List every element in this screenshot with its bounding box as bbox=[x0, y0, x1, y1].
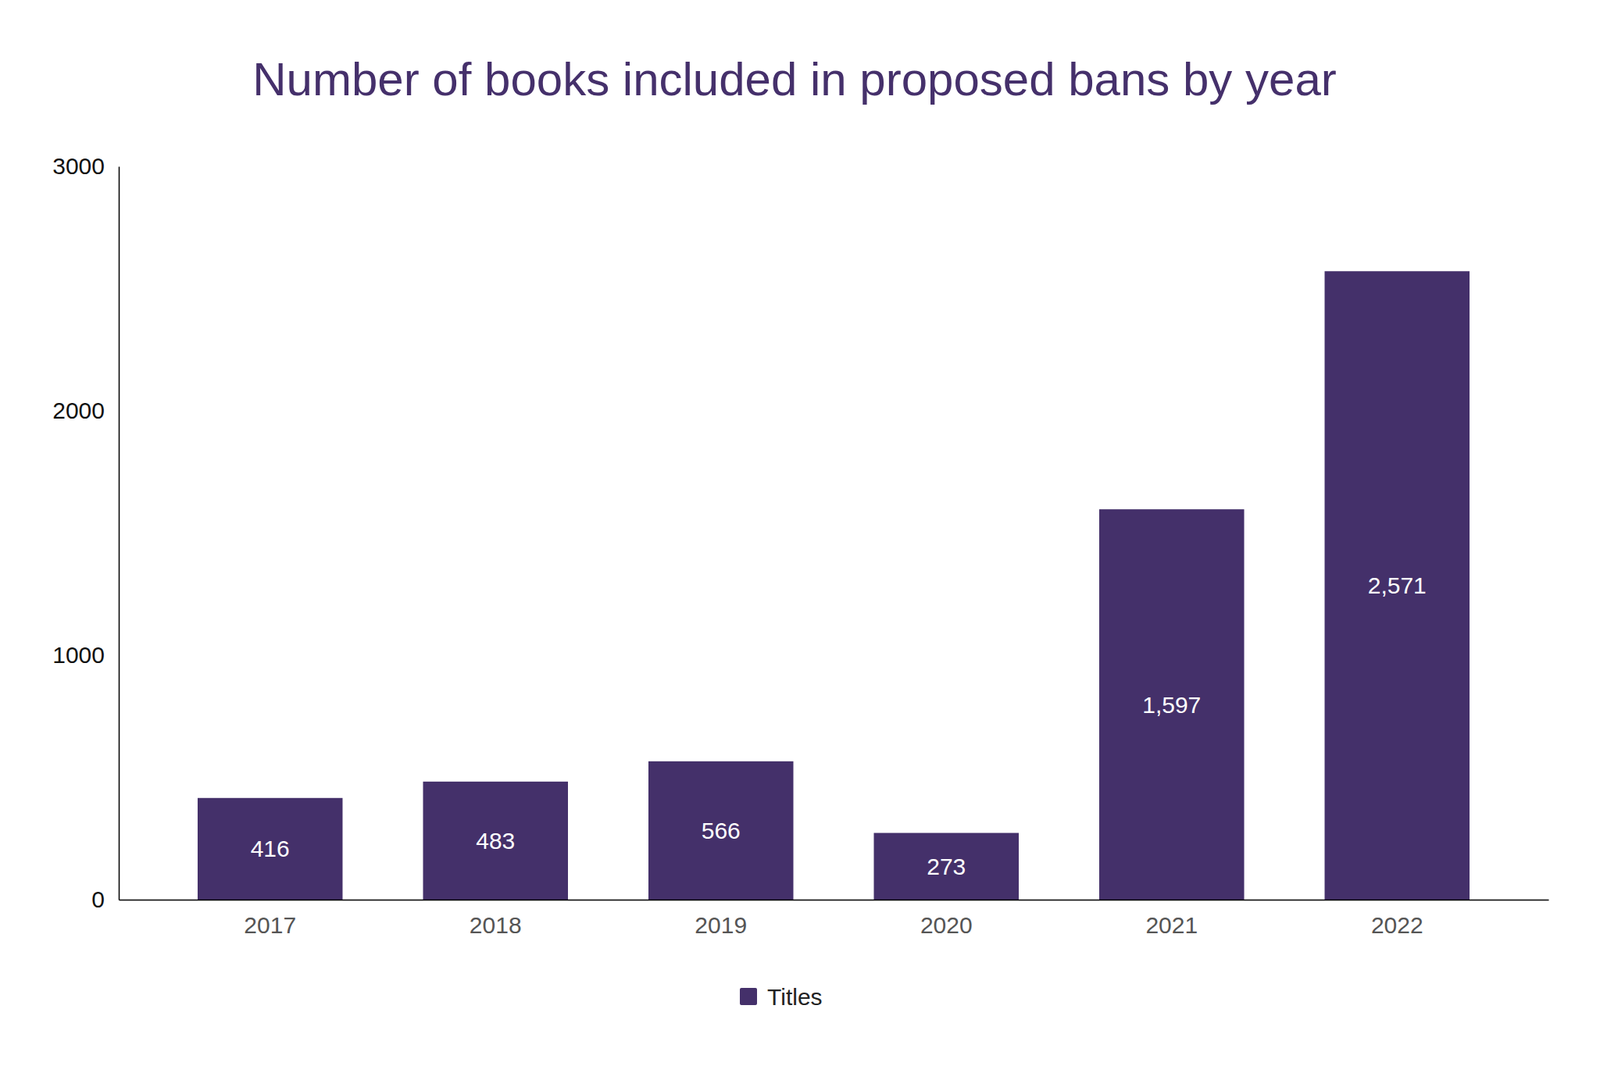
plot-area bbox=[197, 271, 1470, 900]
bar bbox=[197, 798, 343, 900]
x-tick-label: 2017 bbox=[243, 912, 297, 939]
data-label: 566 bbox=[701, 817, 741, 844]
y-axis: 0 1000 2000 3000 bbox=[52, 153, 119, 913]
x-tick: 2021 bbox=[1145, 900, 1198, 939]
data-labels: 416 483 566 273 1,597 2,571 bbox=[250, 572, 1427, 880]
x-tick: 2022 bbox=[1371, 900, 1424, 939]
y-tick: 1000 bbox=[52, 642, 119, 668]
y-tick-label: 2000 bbox=[52, 397, 105, 424]
x-tick-label: 2019 bbox=[694, 912, 747, 939]
x-tick-label: 2021 bbox=[1145, 912, 1198, 939]
data-label: 273 bbox=[926, 853, 966, 880]
bar bbox=[422, 782, 568, 900]
data-label: 1,597 bbox=[1142, 692, 1201, 718]
bar bbox=[1325, 271, 1471, 900]
data-label: 416 bbox=[250, 835, 290, 862]
legend-swatch bbox=[739, 988, 758, 1006]
x-axis-line bbox=[119, 900, 1550, 902]
x-tick-label: 2018 bbox=[469, 912, 522, 939]
y-axis-line bbox=[118, 167, 121, 901]
y-tick-label: 0 bbox=[91, 886, 105, 913]
x-tick: 2018 bbox=[469, 900, 522, 939]
x-tick: 2017 bbox=[243, 900, 297, 939]
x-tick-label: 2022 bbox=[1371, 912, 1424, 939]
y-tick: 3000 bbox=[52, 153, 119, 179]
y-tick: 0 bbox=[91, 886, 119, 913]
data-label: 483 bbox=[475, 828, 515, 854]
y-tick-label: 1000 bbox=[52, 642, 105, 668]
y-tick: 2000 bbox=[52, 397, 119, 424]
x-tick: 2020 bbox=[920, 900, 973, 939]
bar bbox=[648, 761, 794, 900]
legend: Titles bbox=[739, 984, 823, 1011]
chart: Number of books included in proposed ban… bbox=[0, 0, 1600, 1066]
title: Number of books included in proposed ban… bbox=[252, 53, 1337, 106]
legend-label: Titles bbox=[767, 984, 823, 1011]
x-tick: 2019 bbox=[694, 900, 747, 939]
y-tick-label: 3000 bbox=[52, 153, 105, 179]
x-axis: 2017 2018 2019 2020 2021 2022 bbox=[119, 900, 1550, 939]
x-tick-label: 2020 bbox=[920, 912, 973, 939]
bar bbox=[1099, 509, 1245, 900]
bar bbox=[873, 833, 1019, 900]
data-label: 2,571 bbox=[1367, 572, 1427, 599]
